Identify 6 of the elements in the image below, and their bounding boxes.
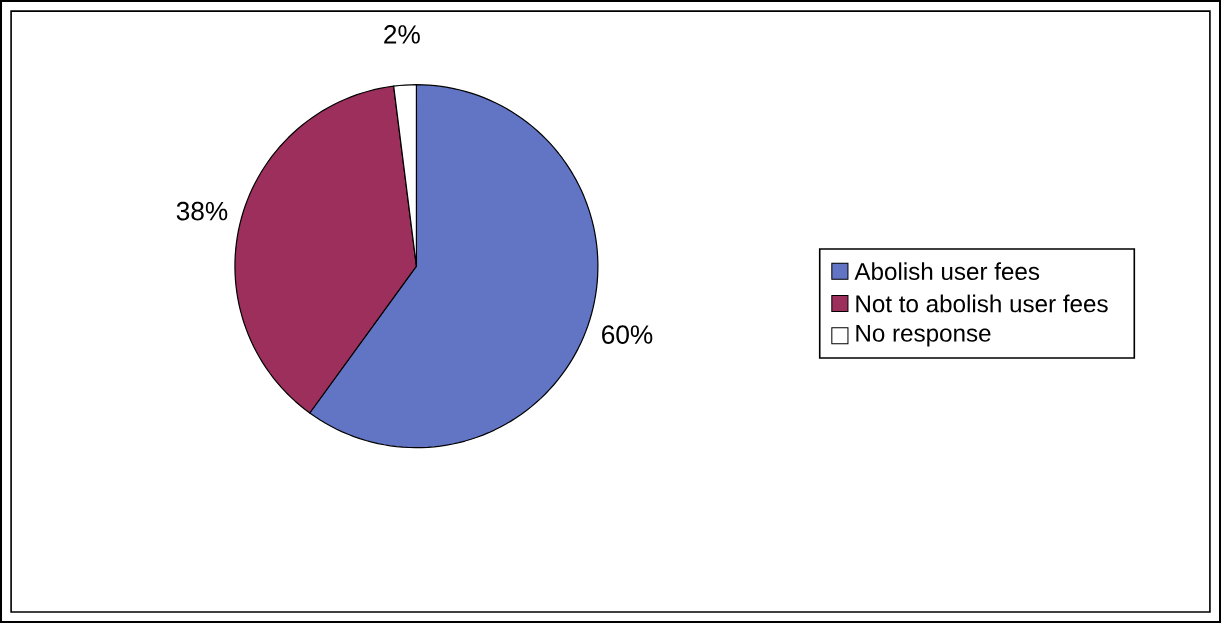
data-label: 2% — [384, 25, 420, 44]
legend-label: Not to abolish user fees — [856, 294, 1108, 313]
legend-label: No response — [856, 324, 991, 347]
legend-label: Abolish user fees — [854, 262, 1040, 281]
data-label: 60% — [602, 325, 653, 344]
data-label: 38% — [176, 201, 228, 221]
